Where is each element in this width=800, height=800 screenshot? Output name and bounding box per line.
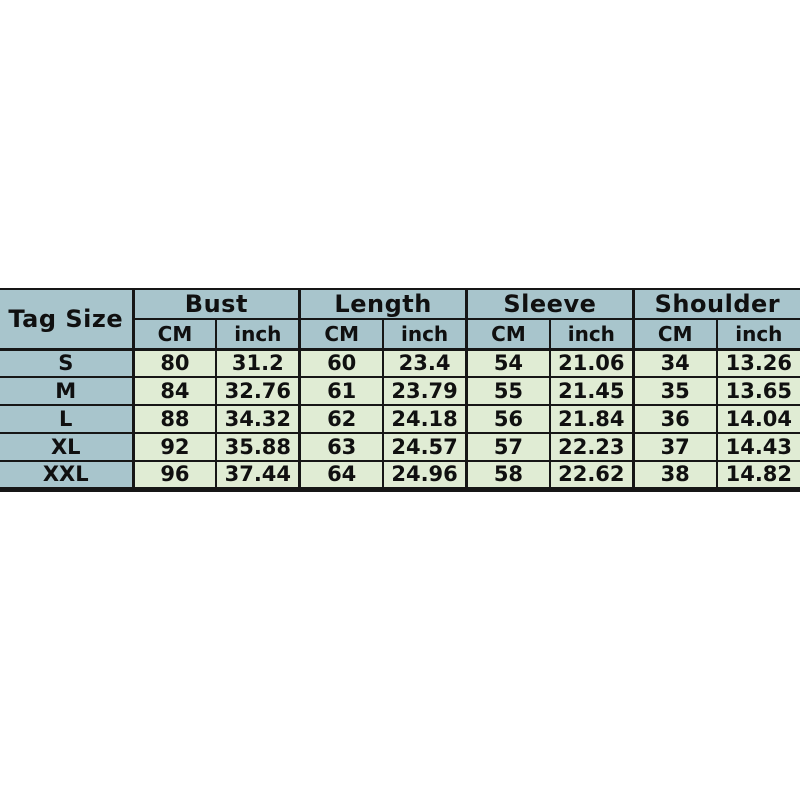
value-cell: 31.2	[215, 348, 301, 378]
value-cell: 14.04	[715, 404, 800, 434]
value-cell: 21.06	[548, 348, 635, 378]
table-row: XL 92 35.88 63 24.57 57 22.23 37 14.43	[0, 432, 800, 462]
value-cell: 24.18	[382, 404, 468, 434]
value-cell: 61	[298, 376, 385, 406]
value-cell: 22.62	[548, 460, 635, 492]
size-cell: M	[0, 376, 134, 406]
table-header-row-units: CM inch CM inch CM inch CM inch	[0, 318, 800, 351]
size-cell: XL	[0, 432, 134, 462]
group-header-shoulder: Shoulder	[631, 288, 800, 320]
value-cell: 58	[464, 460, 551, 492]
value-cell: 96	[131, 460, 218, 492]
value-cell: 37.44	[215, 460, 301, 492]
value-cell: 21.84	[548, 404, 635, 434]
value-cell: 88	[131, 404, 218, 434]
value-cell: 34.32	[215, 404, 301, 434]
value-cell: 56	[464, 404, 551, 434]
group-header-length: Length	[298, 288, 468, 320]
value-cell: 32.76	[215, 376, 301, 406]
unit-header-inch: inch	[382, 318, 468, 351]
size-chart-table: Tag Size Bust Length Sleeve Shoulder CM …	[0, 288, 800, 492]
value-cell: 54	[464, 348, 551, 378]
value-cell: 63	[298, 432, 385, 462]
unit-header-cm: CM	[298, 318, 385, 351]
value-cell: 24.57	[382, 432, 468, 462]
value-cell: 23.79	[382, 376, 468, 406]
value-cell: 35.88	[215, 432, 301, 462]
value-cell: 84	[131, 376, 218, 406]
group-header-bust: Bust	[131, 288, 301, 320]
unit-header-cm: CM	[464, 318, 551, 351]
value-cell: 13.65	[715, 376, 800, 406]
value-cell: 36	[631, 404, 718, 434]
value-cell: 62	[298, 404, 385, 434]
value-cell: 24.96	[382, 460, 468, 492]
value-cell: 22.23	[548, 432, 635, 462]
table-row: M 84 32.76 61 23.79 55 21.45 35 13.65	[0, 376, 800, 406]
table-row: S 80 31.2 60 23.4 54 21.06 34 13.26	[0, 348, 800, 378]
value-cell: 60	[298, 348, 385, 378]
value-cell: 38	[631, 460, 718, 492]
value-cell: 92	[131, 432, 218, 462]
value-cell: 13.26	[715, 348, 800, 378]
unit-header-inch: inch	[215, 318, 301, 351]
value-cell: 34	[631, 348, 718, 378]
value-cell: 57	[464, 432, 551, 462]
size-cell: S	[0, 348, 134, 378]
table-row: L 88 34.32 62 24.18 56 21.84 36 14.04	[0, 404, 800, 434]
value-cell: 14.82	[715, 460, 800, 492]
unit-header-inch: inch	[548, 318, 635, 351]
value-cell: 23.4	[382, 348, 468, 378]
size-cell: XXL	[0, 460, 134, 492]
value-cell: 55	[464, 376, 551, 406]
value-cell: 37	[631, 432, 718, 462]
table-row: XXL 96 37.44 64 24.96 58 22.62 38 14.82	[0, 460, 800, 492]
value-cell: 64	[298, 460, 385, 492]
unit-header-cm: CM	[631, 318, 718, 351]
table-header-row-groups: Tag Size Bust Length Sleeve Shoulder	[0, 288, 800, 351]
size-chart: Tag Size Bust Length Sleeve Shoulder CM …	[0, 288, 800, 492]
group-header-sleeve: Sleeve	[465, 288, 635, 320]
value-cell: 80	[131, 348, 218, 378]
corner-header-cell: Tag Size	[0, 288, 134, 351]
unit-header-cm: CM	[131, 318, 218, 351]
value-cell: 21.45	[548, 376, 635, 406]
value-cell: 35	[631, 376, 718, 406]
unit-header-inch: inch	[715, 318, 800, 351]
size-cell: L	[0, 404, 134, 434]
value-cell: 14.43	[715, 432, 800, 462]
